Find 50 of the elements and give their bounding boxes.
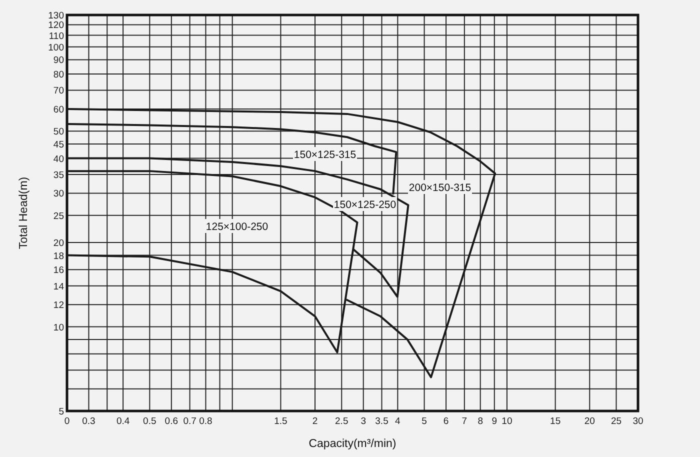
annotation: 150×125-315	[294, 149, 356, 161]
x-tick-label: 8	[478, 416, 484, 427]
x-tick-label: 0.6	[164, 416, 178, 427]
y-tick-label: 25	[53, 210, 64, 222]
x-tick-label: 0	[64, 416, 70, 427]
annotation: 200×150-315	[408, 182, 472, 194]
y-tick-label: 100	[48, 42, 64, 54]
x-tick-label: 9	[492, 416, 498, 427]
x-axis-title: Capacity(m³/min)	[308, 438, 396, 450]
y-tick-label: 80	[53, 70, 64, 81]
x-tick-label: 30	[632, 416, 644, 427]
x-tick-label: 0.8	[199, 416, 212, 427]
y-tick-label: 110	[48, 30, 64, 42]
y-tick-label: 50	[53, 126, 64, 138]
x-tick-label: 4	[395, 416, 400, 427]
y-tick-label: 120	[48, 20, 64, 32]
y-tick-label: 30	[53, 188, 64, 200]
y-tick-label: 14	[53, 281, 64, 292]
y-tick-label: 12	[53, 300, 64, 312]
annotation: 125×100-250	[206, 221, 268, 233]
y-tick-label: 18	[53, 250, 64, 262]
x-tick-label: 0.4	[116, 416, 130, 427]
x-tick-label: 3.5	[375, 416, 388, 427]
y-tick-label: 45	[53, 139, 64, 150]
y-tick-label: 70	[53, 86, 64, 97]
y-tick-label: 60	[53, 104, 64, 116]
y-tick-label: 90	[53, 55, 64, 66]
x-tick-label: 15	[550, 416, 561, 427]
x-tick-label: 7	[462, 416, 468, 427]
y-axis-title: Total Head(m)	[18, 176, 30, 250]
y-tick-label: 10	[53, 322, 64, 334]
y-tick-label: 20	[53, 238, 64, 250]
x-tick-label: 3	[360, 416, 366, 427]
x-tick-label: 10	[502, 416, 512, 427]
x-tick-label: 25	[610, 416, 622, 427]
x-tick-label: 0.7	[183, 416, 196, 427]
y-tick-label: 16	[53, 265, 64, 276]
x-tick-label: 20	[584, 416, 595, 427]
x-tick-label: 0.3	[82, 416, 96, 427]
y-tick-label: 40	[53, 154, 64, 165]
y-tick-label: 35	[53, 170, 64, 181]
y-tick-label: 130	[48, 10, 64, 22]
x-tick-label: 2	[312, 416, 318, 427]
x-tick-label: 2.5	[335, 416, 348, 427]
annotation: 150×125-250	[334, 199, 396, 211]
x-tick-label: 6	[443, 416, 449, 427]
x-tick-label: 0.5	[143, 416, 156, 427]
y-tick-label: 5	[58, 406, 64, 418]
x-tick-label: 1.5	[274, 416, 288, 427]
x-tick-label: 5	[422, 416, 427, 427]
